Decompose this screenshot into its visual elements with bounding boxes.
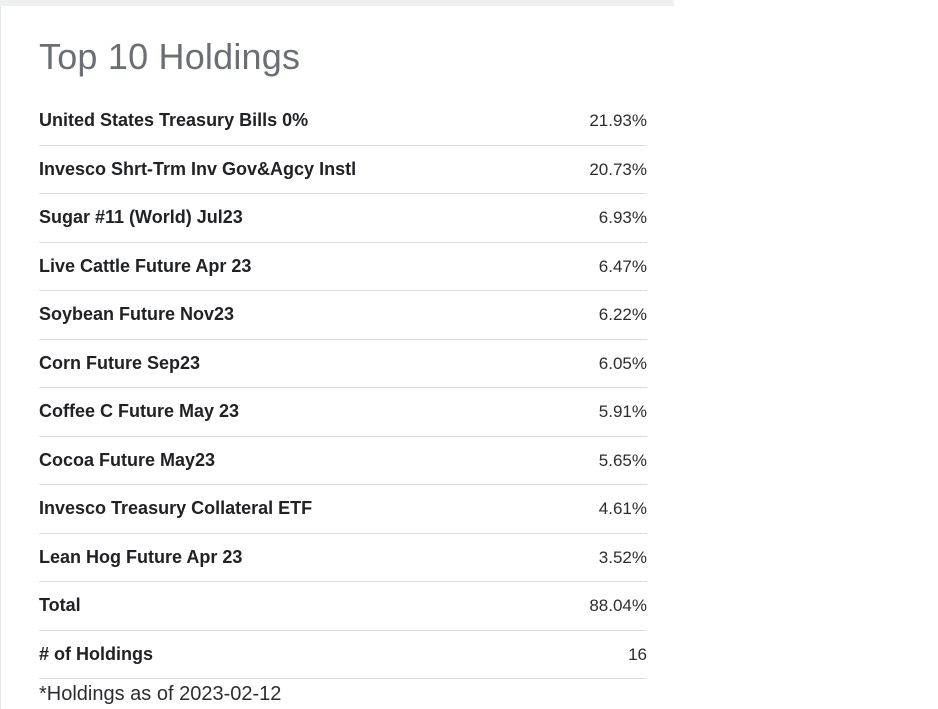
holding-row: United States Treasury Bills 0% 21.93%: [39, 97, 647, 146]
top-strip: [0, 0, 674, 6]
panel-title: Top 10 Holdings: [39, 36, 301, 77]
holding-row: Sugar #11 (World) Jul23 6.93%: [39, 194, 647, 243]
holding-name: Live Cattle Future Apr 23: [39, 255, 252, 276]
holding-row: Soybean Future Nov23 6.22%: [39, 291, 647, 340]
holding-weight: 6.93%: [598, 208, 647, 227]
holding-weight: 6.05%: [598, 353, 647, 373]
holding-weight: 4.61%: [598, 499, 647, 518]
total-row: Total 88.04%: [39, 582, 647, 631]
holding-name: Soybean Future Nov23: [39, 304, 235, 324]
holdings-count-label: # of Holdings: [39, 643, 153, 664]
holding-weight: 6.22%: [598, 305, 647, 324]
holdings-table: United States Treasury Bills 0% 21.93% I…: [39, 97, 647, 679]
holding-name: Invesco Shrt-Trm Inv Gov&Agcy Instl: [39, 158, 357, 179]
holding-row: Corn Future Sep23 6.05%: [39, 340, 647, 388]
holding-weight: 5.65%: [598, 450, 647, 470]
holdings-panel: [0, 6, 674, 709]
total-value: 88.04%: [589, 596, 647, 615]
holding-name: Cocoa Future May23: [39, 449, 216, 470]
holding-name: Lean Hog Future Apr 23: [39, 546, 243, 567]
holdings-date-footnote: *Holdings as of 2023-02-12: [39, 683, 282, 705]
holding-row: Cocoa Future May23 5.65%: [39, 437, 647, 485]
total-label: Total: [39, 595, 81, 615]
holding-weight: 20.73%: [589, 159, 647, 179]
holding-name: Corn Future Sep23: [39, 352, 201, 373]
holding-name: Coffee C Future May 23: [39, 401, 240, 421]
holding-weight: 3.52%: [598, 547, 647, 567]
holdings-count-value: 16: [628, 644, 647, 664]
holding-weight: 5.91%: [598, 402, 647, 421]
holding-name: Invesco Treasury Collateral ETF: [39, 498, 313, 518]
holding-row: Live Cattle Future Apr 23 6.47%: [39, 243, 647, 291]
holding-weight: 6.47%: [598, 256, 647, 276]
holding-row: Invesco Treasury Collateral ETF 4.61%: [39, 485, 647, 534]
holding-row: Invesco Shrt-Trm Inv Gov&Agcy Instl 20.7…: [39, 146, 647, 194]
holding-name: Sugar #11 (World) Jul23: [39, 207, 243, 227]
holding-row: Lean Hog Future Apr 23 3.52%: [39, 534, 647, 582]
holding-name: United States Treasury Bills 0%: [39, 110, 309, 130]
holdings-count-row: # of Holdings 16: [39, 631, 647, 679]
holding-weight: 21.93%: [589, 111, 647, 130]
holding-row: Coffee C Future May 23 5.91%: [39, 388, 647, 437]
